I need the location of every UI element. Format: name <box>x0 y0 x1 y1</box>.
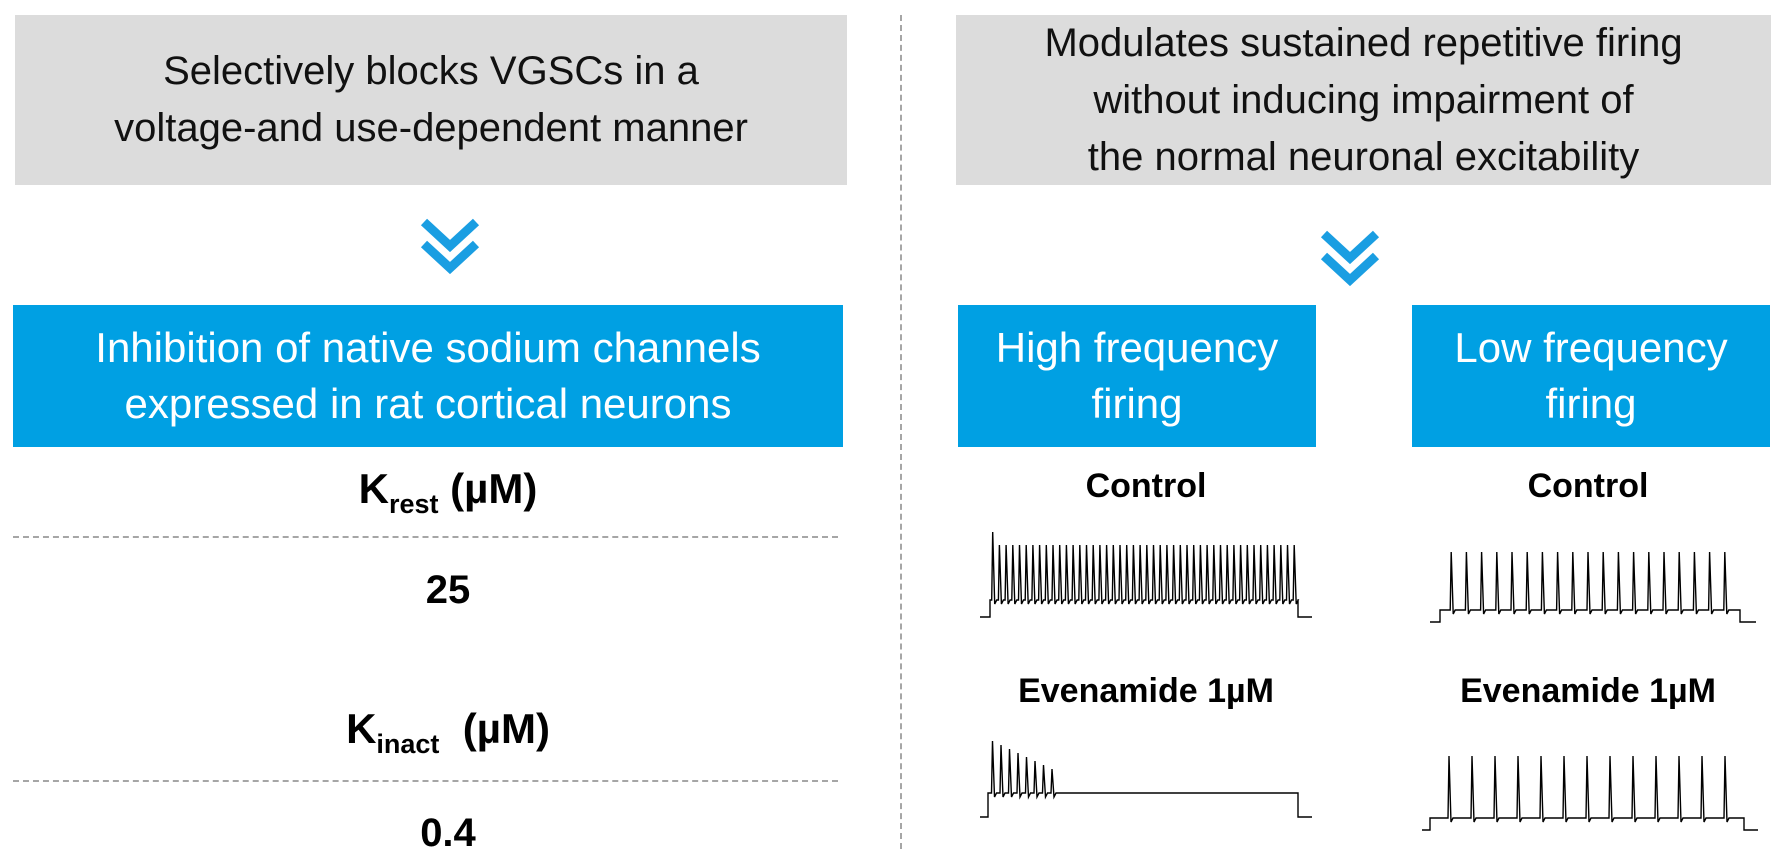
left-summary-line-2: voltage-and use-dependent manner <box>114 106 748 150</box>
right-summary-box: Modulates sustained repetitive firing wi… <box>956 15 1771 185</box>
k-inact-symbol: K <box>346 705 377 752</box>
k-inact-unit: (µM) <box>439 705 550 752</box>
low-frequency-line-1: Low frequency <box>1454 324 1728 371</box>
k-rest-symbol: K <box>358 465 389 512</box>
k-rest-label: Krest (µM) <box>13 465 883 520</box>
high-frequency-line-1: High frequency <box>995 324 1279 371</box>
double-chevron-down-icon <box>420 218 480 275</box>
low-frequency-line-2: firing <box>1545 380 1637 427</box>
high-frequency-line-2: firing <box>1091 380 1183 427</box>
k-rest-divider <box>13 536 838 538</box>
center-divider <box>900 15 902 849</box>
low-frequency-drug-trace <box>1422 755 1758 831</box>
low-drug-label: Evenamide 1µM <box>1460 672 1716 710</box>
low-control-label: Control <box>1527 467 1649 505</box>
low-frequency-control-trace <box>1430 551 1756 623</box>
low-frequency-box: Low frequency firing <box>1412 305 1770 447</box>
left-summary-box: Selectively blocks VGSCs in a voltage-an… <box>15 15 847 185</box>
k-inact-subscript: inact <box>376 729 440 759</box>
left-main-box: Inhibition of native sodium channels exp… <box>13 305 843 447</box>
high-frequency-drug-trace <box>980 740 1312 818</box>
double-chevron-down-icon-right <box>1320 230 1380 287</box>
high-frequency-control-trace <box>980 531 1312 618</box>
k-rest-value: 25 <box>425 568 471 612</box>
k-inact-value: 0.4 <box>420 811 476 855</box>
left-summary-line-1: Selectively blocks VGSCs in a <box>163 49 699 93</box>
right-summary-line-2: without inducing impairment of <box>1093 77 1634 122</box>
k-rest-subscript: rest <box>388 489 439 519</box>
k-inact-divider <box>13 780 838 782</box>
right-summary-line-3: the normal neuronal excitability <box>1087 134 1640 179</box>
k-inact-label: Kinact (µM) <box>13 705 883 760</box>
high-control-label: Control <box>1085 467 1207 505</box>
left-main-line-1: Inhibition of native sodium channels <box>95 324 761 371</box>
right-summary-line-1: Modulates sustained repetitive firing <box>1044 20 1683 65</box>
high-drug-label: Evenamide 1µM <box>1018 672 1274 710</box>
k-rest-unit: (µM) <box>438 465 538 512</box>
left-main-line-2: expressed in rat cortical neurons <box>124 380 732 427</box>
high-frequency-box: High frequency firing <box>958 305 1316 447</box>
